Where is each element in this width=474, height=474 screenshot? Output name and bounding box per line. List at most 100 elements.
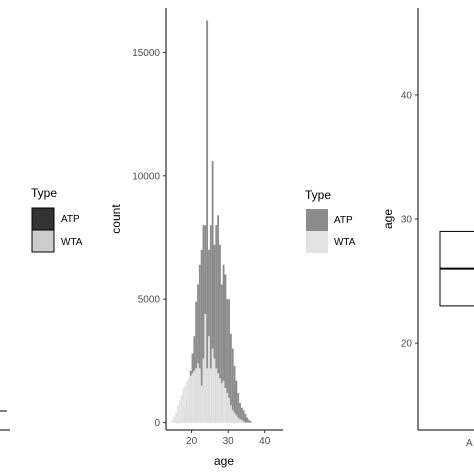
histogram-atp-bar xyxy=(228,299,230,423)
boxplot-y-ticks: 20 30 40 xyxy=(401,90,418,350)
histogram-wta-bar xyxy=(213,358,216,423)
histogram-wta-bar xyxy=(240,420,243,423)
histogram-x-ticks: 20 30 40 xyxy=(186,430,271,447)
left-legend-title: Type xyxy=(31,186,57,200)
histogram-wta-bar xyxy=(186,380,188,423)
histogram-x-axis-title: age xyxy=(214,454,234,468)
histogram-atp-bar xyxy=(215,225,218,423)
histogram-atp-bar xyxy=(176,422,179,424)
histogram-wta-bar xyxy=(200,385,203,423)
histogram-wta-bar xyxy=(206,368,209,423)
histogram-wta-bar xyxy=(229,405,232,423)
histogram-wta-bar xyxy=(226,392,229,423)
histogram-atp-bar xyxy=(200,249,203,423)
histogram-atp-bar xyxy=(202,225,205,423)
histogram-x-tick-label: 40 xyxy=(259,436,271,447)
histogram-y-tick-label: 0 xyxy=(154,418,160,429)
histogram-atp-bar xyxy=(250,421,252,423)
histogram-wta-bar xyxy=(175,412,177,423)
histogram-wta-bar xyxy=(220,383,223,423)
histogram-atp-bar xyxy=(209,225,212,423)
left-legend-label-atp: ATP xyxy=(61,214,80,225)
histogram-wta-bar xyxy=(189,375,192,423)
histogram-y-ticks: 0 5000 10000 15000 xyxy=(132,48,166,429)
histogram-wta-bar xyxy=(228,397,230,423)
histogram-atp-bar xyxy=(211,161,214,423)
histogram-y-tick-label: 10000 xyxy=(132,171,160,182)
histogram-wta-bar xyxy=(204,314,207,423)
histogram-wta-bar xyxy=(176,405,179,423)
histogram-wta-bar xyxy=(171,420,174,423)
histogram-legend-title: Type xyxy=(305,188,331,202)
histogram-wta-bar xyxy=(215,368,218,423)
histogram-wta-bar xyxy=(195,368,198,423)
histogram-wta-bar xyxy=(242,421,245,423)
histogram-legend-label-wta: WTA xyxy=(334,237,356,248)
histogram-wta-bar xyxy=(197,363,199,423)
histogram-atp-bar xyxy=(235,380,238,423)
histogram-atp-bar xyxy=(197,284,199,423)
histogram-atp-bar xyxy=(224,274,227,423)
histogram-atp-bar xyxy=(217,215,220,423)
histogram-wta-bar xyxy=(182,388,185,423)
left-panel xyxy=(0,410,10,431)
histogram-atp-bar xyxy=(246,417,249,423)
histogram-wta-bar xyxy=(191,373,194,423)
histogram-wta-bar xyxy=(193,370,196,423)
histogram-atp-bar xyxy=(198,264,201,423)
histogram-wta-bar xyxy=(237,417,240,423)
histogram-atp-bar xyxy=(242,410,245,423)
left-legend-key-atp xyxy=(31,207,55,231)
boxplot-y-tick-label: 30 xyxy=(401,215,413,226)
histogram-wta-bar xyxy=(208,336,210,423)
histogram-atp-bar xyxy=(240,407,243,423)
histogram-atp-bar xyxy=(219,244,221,423)
histogram-y-tick-label: 15000 xyxy=(132,48,160,59)
histogram-wta-bar xyxy=(224,388,227,423)
histogram-atp-bar xyxy=(226,299,229,423)
histogram-atp-bar xyxy=(229,333,232,423)
histogram-wta-bar xyxy=(209,368,212,423)
histogram-wta-bar xyxy=(233,412,236,423)
histogram-wta-bar xyxy=(184,385,187,423)
histogram-atp-bar xyxy=(244,413,247,423)
histogram-wta-bar xyxy=(198,368,201,423)
histogram-series-wta xyxy=(171,314,245,423)
histogram-atp-bar xyxy=(231,348,234,423)
histogram-legend-key-wta xyxy=(306,231,328,253)
boxplot-x-tick-label: A xyxy=(466,438,473,449)
left-legend-label-wta: WTA xyxy=(61,237,83,248)
histogram-wta-bar xyxy=(222,380,225,423)
histogram-wta-bar xyxy=(187,378,190,423)
histogram-atp-bar xyxy=(195,301,198,423)
histogram-atp-bar xyxy=(222,264,225,423)
histogram-wta-bar xyxy=(202,358,205,423)
boxplot-y-tick-label: 40 xyxy=(401,90,413,101)
histogram-wta-bar xyxy=(235,415,238,423)
histogram-atp-bar xyxy=(239,402,241,423)
histogram-y-tick-label: 5000 xyxy=(138,295,161,306)
histogram-wta-bar xyxy=(231,410,234,423)
histogram-atp-bar xyxy=(237,392,240,423)
left-legend: Type ATP WTA xyxy=(31,186,83,253)
histogram-wta-bar xyxy=(180,395,183,423)
left-legend-key-wta xyxy=(31,229,55,253)
histogram-atp-bar xyxy=(206,20,209,423)
histogram-x-tick-label: 20 xyxy=(186,436,198,447)
histogram-y-axis-title: count xyxy=(109,204,123,234)
histogram-wta-bar xyxy=(219,378,221,423)
histogram-wta-bar xyxy=(173,416,176,423)
histogram-x-tick-label: 30 xyxy=(223,436,235,447)
histogram-wta-bar xyxy=(178,400,181,423)
boxplot-panel: 20 30 40 A age xyxy=(381,8,474,449)
histogram-atp-bar xyxy=(213,244,216,423)
histogram-panel: 0 5000 10000 15000 20 30 40 age count xyxy=(109,8,283,468)
histogram-atp-bar xyxy=(233,365,236,423)
histogram-legend-label-atp: ATP xyxy=(334,215,353,226)
histogram-legend: Type ATP WTA xyxy=(305,188,356,253)
boxplot-y-axis-title: age xyxy=(381,209,395,229)
boxplot-y-tick-label: 20 xyxy=(401,339,413,350)
histogram-wta-bar xyxy=(239,418,241,423)
histogram-legend-key-atp xyxy=(306,209,328,231)
